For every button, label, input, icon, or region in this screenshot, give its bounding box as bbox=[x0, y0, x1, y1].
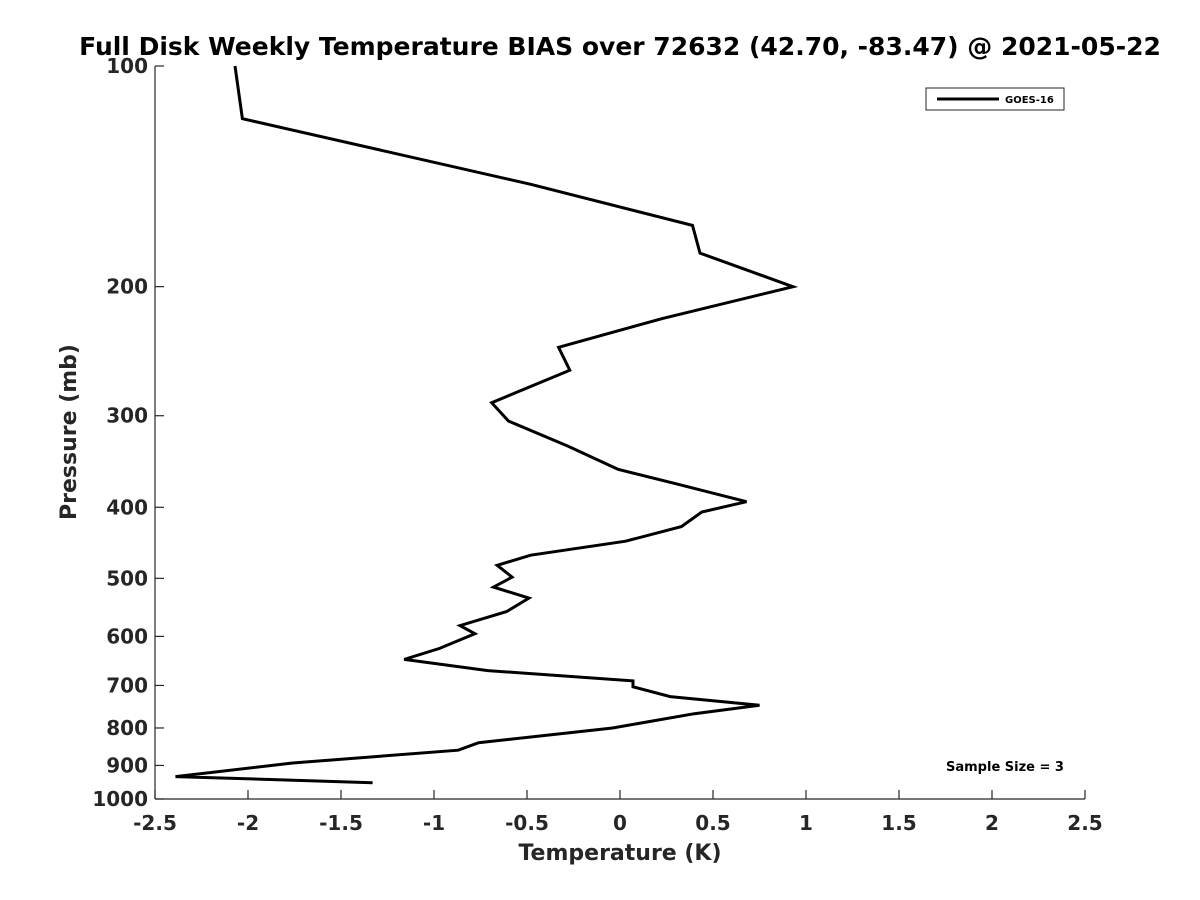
series-line-goes-16 bbox=[175, 65, 799, 785]
x-axis-label: Temperature (K) bbox=[518, 841, 721, 866]
y-tick-label: 600 bbox=[106, 624, 148, 648]
x-tick-label: -2.5 bbox=[133, 811, 177, 835]
y-axis-label: Pressure (mb) bbox=[57, 344, 82, 520]
legend-entry-label: GOES-16 bbox=[1005, 95, 1054, 106]
y-tick-label: 200 bbox=[106, 275, 148, 299]
y-axis-ticks: 100 200 300 400 500 600 700 800 900 1000 bbox=[92, 54, 164, 811]
x-tick-label: -1 bbox=[423, 811, 445, 835]
y-tick-label: 700 bbox=[106, 673, 148, 697]
plot-area bbox=[154, 66, 1085, 800]
y-tick-label: 300 bbox=[106, 404, 148, 428]
legend: GOES-16 bbox=[925, 87, 1065, 111]
x-tick-label: 2 bbox=[985, 811, 999, 835]
x-tick-label: 2.5 bbox=[1067, 811, 1102, 835]
x-tick-label: 1 bbox=[799, 811, 813, 835]
x-tick-label: -2 bbox=[237, 811, 259, 835]
y-tick-label: 800 bbox=[106, 716, 148, 740]
chart-title: Full Disk Weekly Temperature BIAS over 7… bbox=[79, 32, 1161, 61]
series-group bbox=[175, 65, 799, 785]
y-tick-label: 500 bbox=[106, 566, 148, 590]
y-tick-label: 900 bbox=[106, 753, 148, 777]
x-tick-label: 1.5 bbox=[881, 811, 916, 835]
y-tick-label: 100 bbox=[106, 54, 148, 78]
y-tick-label: 1000 bbox=[92, 787, 148, 811]
x-axis-ticks: -2.5 -2 -1.5 -1 -0.5 0 0.5 1 1.5 2 2.5 bbox=[133, 790, 1103, 835]
x-tick-label: -1.5 bbox=[319, 811, 363, 835]
x-tick-label: 0.5 bbox=[695, 811, 730, 835]
sample-size-annotation: Sample Size = 3 bbox=[946, 760, 1064, 775]
x-tick-label: 0 bbox=[613, 811, 627, 835]
x-tick-label: -0.5 bbox=[505, 811, 549, 835]
y-tick-label: 400 bbox=[106, 495, 148, 519]
